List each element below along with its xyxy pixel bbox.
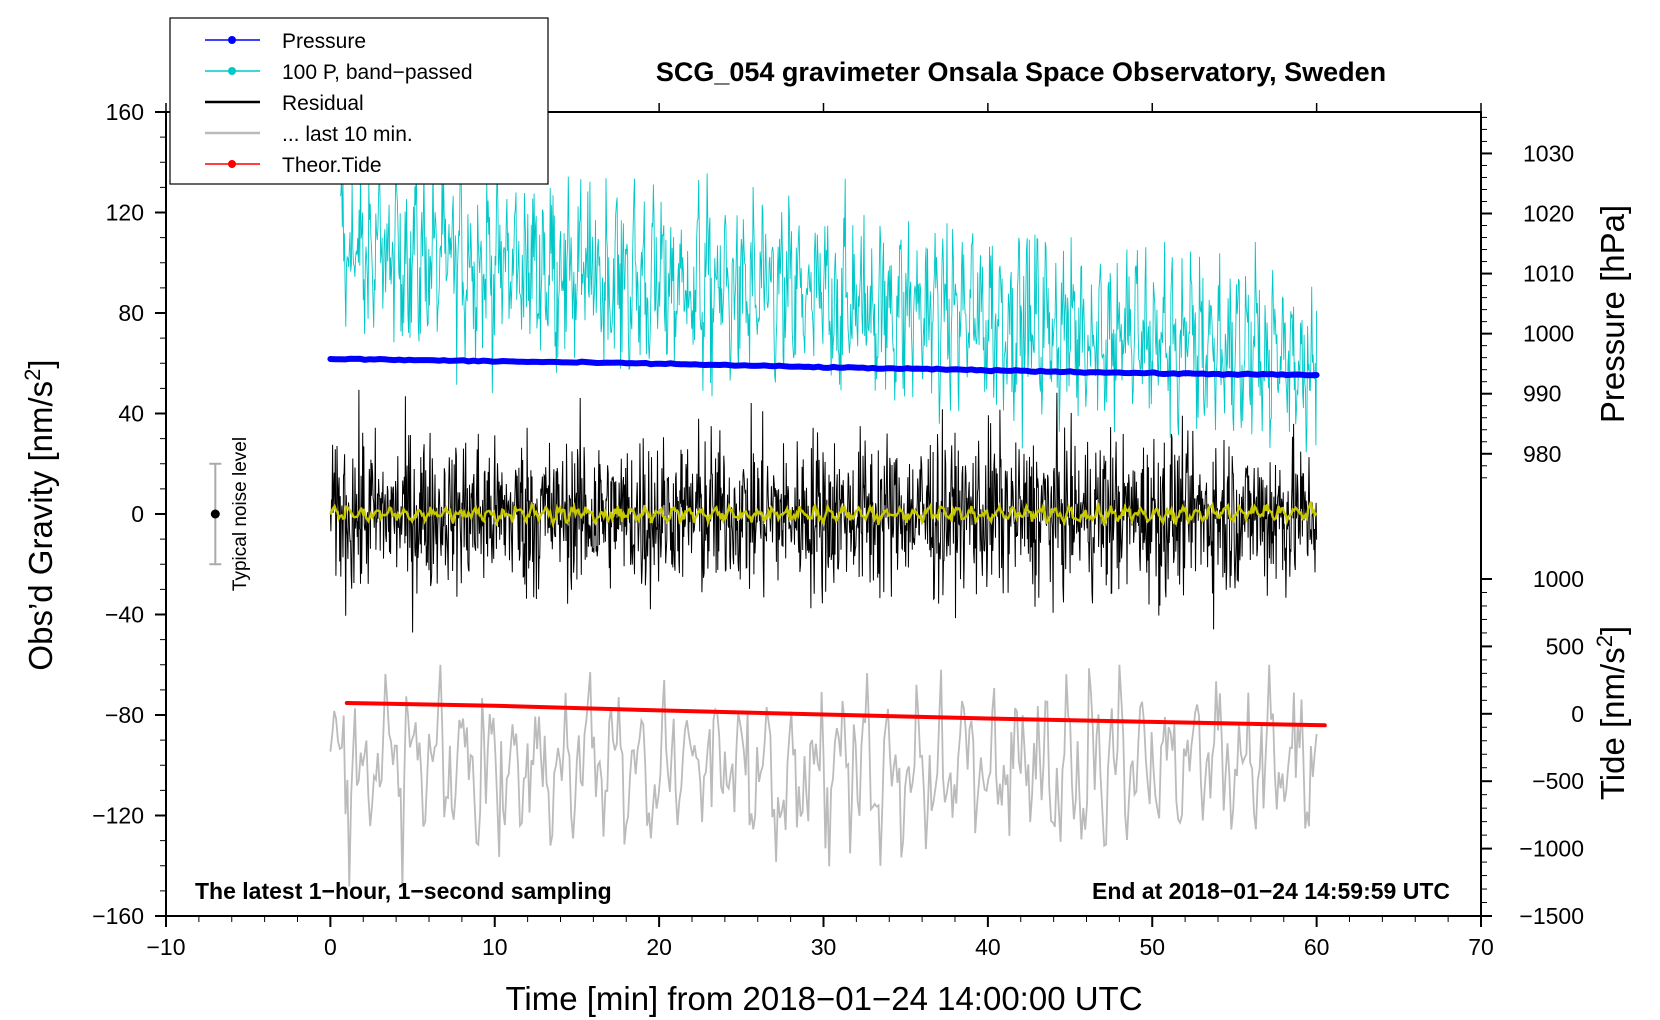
- y-tick-label: 80: [118, 300, 144, 326]
- corner-label-right: End at 2018−01−24 14:59:59 UTC: [1092, 878, 1450, 904]
- tide-tick-label: −1500: [1519, 903, 1584, 929]
- legend-marker: [228, 160, 236, 168]
- y-axis-title-left: Obs’d Gravity [nm/s2]: [20, 359, 59, 670]
- legend-label: ... last 10 min.: [282, 123, 413, 146]
- pressure-tick-label: 1020: [1523, 201, 1574, 227]
- noise-center-dot: [210, 509, 220, 519]
- y-tick-label: −120: [92, 803, 144, 829]
- x-axis-title: Time [min] from 2018−01−24 14:00:00 UTC: [505, 980, 1142, 1017]
- legend-label: 100 P, band−passed: [282, 61, 473, 84]
- pressure-tick-label: 1010: [1523, 261, 1574, 287]
- y-tick-label: −40: [105, 602, 144, 628]
- series-residual: [329, 389, 1318, 633]
- x-tick-label: 10: [482, 934, 508, 960]
- noise-indicator: Typical noise level: [209, 437, 251, 591]
- x-tick-label: 40: [975, 934, 1001, 960]
- x-tick-label: 30: [811, 934, 837, 960]
- y-tick-label: 0: [131, 501, 144, 527]
- legend-marker: [228, 67, 236, 75]
- legend-label: Pressure: [282, 30, 366, 53]
- y-tick-label: −160: [92, 903, 144, 929]
- y-tick-label: 120: [106, 200, 144, 226]
- legend-marker: [228, 36, 236, 44]
- pressure-tick-label: 980: [1523, 441, 1561, 467]
- y-tick-label: 160: [106, 99, 144, 125]
- chart-title: SCG_054 gravimeter Onsala Space Observat…: [656, 57, 1386, 87]
- tide-tick-label: 0: [1571, 701, 1584, 727]
- pressure-tick-label: 1000: [1523, 321, 1574, 347]
- x-tick-label: 50: [1139, 934, 1165, 960]
- x-tick-label: 60: [1304, 934, 1330, 960]
- pressure-tick-label: 1030: [1523, 140, 1574, 166]
- x-tick-label: 20: [646, 934, 672, 960]
- series-bandpassed-pressure: [339, 162, 1318, 453]
- legend-label: Residual: [282, 92, 364, 115]
- legend-label: Theor.Tide: [282, 154, 382, 177]
- x-tick-label: 0: [324, 934, 337, 960]
- axes-layer: −10 0 10 20 30 40 50 60 7016012080400−40−80−120−…: [92, 99, 1584, 960]
- y-tick-label: −80: [105, 702, 144, 728]
- data-layer: [327, 162, 1327, 889]
- x-tick-label: −10: [146, 934, 185, 960]
- x-tick-label: 70: [1468, 934, 1494, 960]
- corner-label-left: The latest 1−hour, 1−second sampling: [195, 878, 612, 904]
- legend: Pressure 100 P, band−passed Residual ... la…: [169, 17, 549, 185]
- y-tick-label: 40: [118, 401, 144, 427]
- pressure-tick-label: 990: [1523, 381, 1561, 407]
- tide-tick-label: 500: [1546, 633, 1584, 659]
- series-last-10-min: [329, 664, 1318, 889]
- series-pressure: [327, 355, 1320, 379]
- noise-label: Typical noise level: [230, 437, 251, 591]
- series-theoretical-tide: [344, 701, 1327, 728]
- tide-tick-label: 1000: [1533, 566, 1584, 592]
- tide-tick-label: −500: [1532, 768, 1584, 794]
- tide-axis-title: Tide [nm/s2]: [1592, 626, 1631, 800]
- series-smoothed-residual: [329, 501, 1318, 529]
- tide-tick-label: −1000: [1519, 836, 1584, 862]
- pressure-axis-title: Pressure [hPa]: [1594, 205, 1631, 423]
